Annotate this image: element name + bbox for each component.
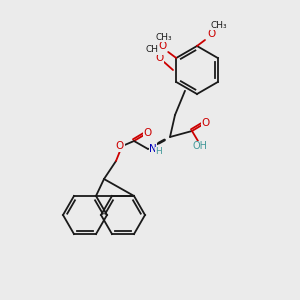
Text: O: O (155, 53, 163, 63)
Text: CH₃: CH₃ (156, 32, 172, 41)
Text: OH: OH (193, 141, 208, 151)
Text: O: O (207, 29, 215, 39)
Text: O: O (158, 41, 166, 51)
Text: CH₃: CH₃ (211, 20, 227, 29)
Text: CH₃: CH₃ (146, 46, 162, 55)
Text: H: H (156, 148, 162, 157)
Text: O: O (144, 128, 152, 138)
Text: O: O (116, 141, 124, 151)
Text: N: N (149, 144, 157, 154)
Text: O: O (202, 118, 210, 128)
